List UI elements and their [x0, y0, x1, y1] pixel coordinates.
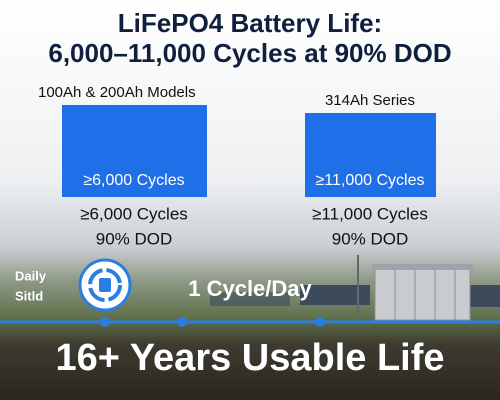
cycles: ≥6,000 Cycles: [80, 204, 188, 223]
timeline-label: 1 Cycle/Day: [188, 276, 312, 301]
dod: 90% DOD: [96, 229, 173, 248]
side-label: Sitld: [15, 288, 43, 303]
cycle-icon: [78, 258, 132, 312]
bar-text: ≥6,000 Cycles: [83, 172, 184, 189]
title: LiFePO4 Battery Life:: [118, 8, 382, 38]
cycles: ≥11,000 Cycles: [312, 204, 428, 223]
timeline-dots: [100, 317, 325, 327]
bar: [62, 105, 207, 197]
panel-label: 314Ah Series: [325, 92, 415, 109]
side-label: Daily: [15, 268, 47, 283]
title: 6,000–11,000 Cycles at 90% DOD: [48, 38, 451, 68]
bar: [305, 113, 436, 197]
bar-text: ≥11,000 Cycles: [316, 172, 425, 189]
battery-container: [372, 264, 473, 321]
panel-label: 100Ah & 200Ah Models: [38, 84, 196, 101]
dod: 90% DOD: [332, 229, 409, 248]
footer: 16+ Years Usable Life: [55, 337, 444, 379]
